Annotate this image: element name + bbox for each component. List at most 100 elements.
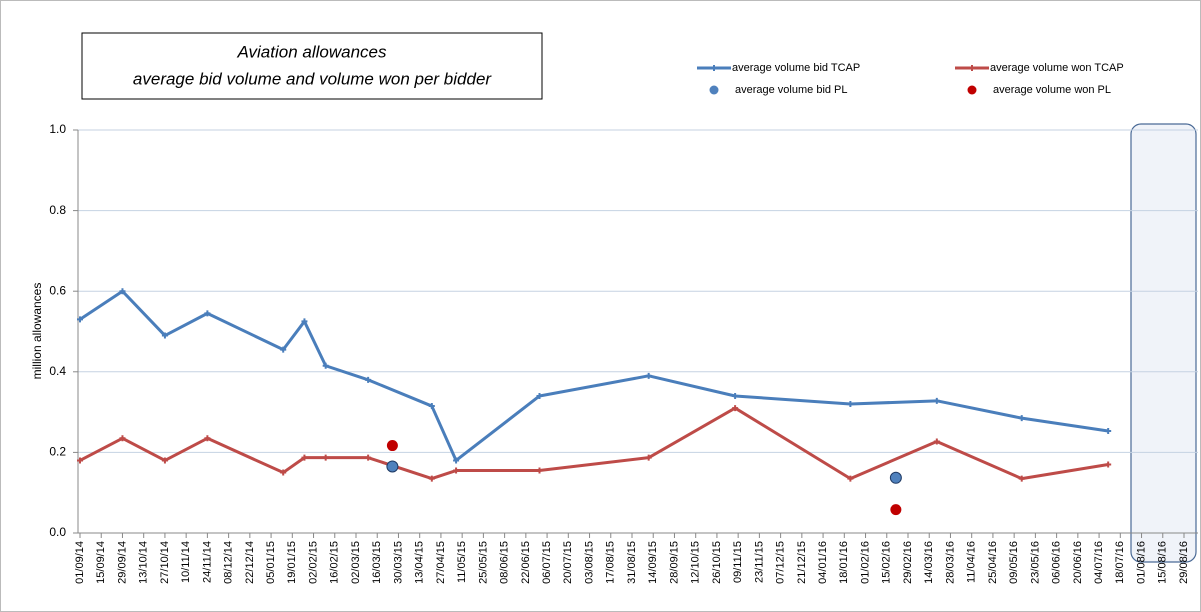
y-tick-label: 1.0 bbox=[49, 122, 66, 136]
x-tick-label: 04/07/16 bbox=[1093, 541, 1105, 584]
x-tick-label: 16/03/15 bbox=[371, 541, 383, 584]
point-marker bbox=[428, 403, 435, 410]
x-tick-label: 29/09/14 bbox=[116, 541, 128, 584]
y-tick-label: 0.8 bbox=[49, 203, 66, 217]
y-axis-label: million allowances bbox=[30, 283, 44, 380]
x-tick-label: 22/12/14 bbox=[244, 541, 256, 584]
x-tick-label: 15/09/14 bbox=[95, 541, 107, 584]
x-tick-label: 02/02/15 bbox=[307, 541, 319, 584]
point-marker bbox=[847, 475, 854, 482]
x-tick-label: 18/01/16 bbox=[838, 541, 850, 584]
point-marker bbox=[119, 435, 126, 442]
x-tick-label: 17/08/15 bbox=[605, 541, 617, 584]
x-tick-label: 21/12/15 bbox=[796, 541, 808, 584]
legend-label: average volume bid PL bbox=[735, 84, 848, 96]
y-tick-label: 0.4 bbox=[49, 364, 66, 378]
x-tick-label: 08/12/14 bbox=[223, 541, 235, 584]
x-tick-label: 08/06/15 bbox=[499, 541, 511, 584]
point bbox=[386, 440, 398, 452]
point-marker bbox=[322, 454, 329, 461]
x-tick-label: 10/11/14 bbox=[180, 541, 192, 583]
x-tick-label: 26/10/15 bbox=[711, 541, 723, 584]
point-marker bbox=[536, 467, 543, 474]
x-tick-label: 06/06/16 bbox=[1051, 541, 1063, 584]
point bbox=[889, 471, 902, 484]
chart-title: average bid volume and volume won per bi… bbox=[133, 69, 493, 88]
x-tick-label: 09/11/15 bbox=[732, 541, 744, 583]
x-tick-label: 29/02/16 bbox=[902, 541, 914, 584]
x-tick-label: 12/10/15 bbox=[690, 541, 702, 584]
x-tick-label: 20/06/16 bbox=[1072, 541, 1084, 584]
point-marker bbox=[77, 457, 83, 464]
point-marker bbox=[280, 469, 287, 476]
x-tick-label: 19/01/15 bbox=[286, 541, 298, 584]
legend-label: average volume bid TCAP bbox=[732, 62, 860, 74]
x-tick-label: 18/07/16 bbox=[1114, 541, 1126, 584]
point-marker bbox=[77, 316, 83, 323]
point-marker bbox=[301, 454, 308, 461]
x-tick-label: 11/04/16 bbox=[966, 541, 978, 583]
x-tick-label: 07/12/15 bbox=[775, 541, 787, 584]
chart-title: Aviation allowances bbox=[237, 42, 387, 61]
point-marker bbox=[1105, 428, 1112, 435]
x-tick-label: 13/04/15 bbox=[414, 541, 426, 584]
point-marker bbox=[1018, 415, 1025, 422]
x-tick-label: 23/05/16 bbox=[1029, 541, 1041, 584]
x-tick-label: 01/08/16 bbox=[1135, 541, 1147, 584]
point-marker bbox=[204, 310, 211, 317]
title-box bbox=[81, 32, 543, 100]
legend-marker bbox=[967, 85, 977, 95]
point-marker bbox=[161, 457, 168, 464]
legend-marker bbox=[709, 85, 719, 95]
legend-marker bbox=[969, 65, 975, 71]
x-tick-label: 31/08/15 bbox=[626, 541, 638, 584]
x-tick-label: 11/05/15 bbox=[456, 541, 468, 583]
legend-label: average volume won PL bbox=[993, 84, 1111, 96]
point-marker bbox=[732, 392, 739, 399]
x-tick-label: 15/08/16 bbox=[1157, 541, 1169, 584]
x-tick-label: 28/09/15 bbox=[668, 541, 680, 584]
x-tick-label: 28/03/16 bbox=[944, 541, 956, 584]
x-tick-label: 29/08/16 bbox=[1178, 541, 1190, 584]
x-tick-label: 02/03/15 bbox=[350, 541, 362, 584]
x-tick-label: 25/04/16 bbox=[987, 541, 999, 584]
x-tick-label: 27/04/15 bbox=[435, 541, 447, 584]
x-tick-label: 23/11/15 bbox=[753, 541, 765, 583]
x-tick-label: 09/05/16 bbox=[1008, 541, 1020, 584]
point-marker bbox=[847, 401, 854, 408]
x-tick-label: 24/11/14 bbox=[201, 541, 213, 583]
point-marker bbox=[280, 346, 287, 353]
point-marker bbox=[204, 435, 211, 442]
point-marker bbox=[428, 475, 435, 482]
point-marker bbox=[453, 457, 460, 464]
point-marker bbox=[645, 372, 652, 379]
point-marker bbox=[933, 397, 940, 404]
point bbox=[890, 504, 902, 516]
x-tick-label: 25/05/15 bbox=[477, 541, 489, 584]
legend-label: average volume won TCAP bbox=[990, 62, 1124, 74]
point-marker bbox=[365, 454, 372, 461]
point-marker bbox=[453, 467, 460, 474]
point-marker bbox=[301, 318, 308, 325]
x-tick-label: 03/08/15 bbox=[583, 541, 595, 584]
point-marker bbox=[322, 362, 329, 369]
point-marker bbox=[1105, 461, 1112, 468]
point-marker bbox=[536, 392, 543, 399]
x-tick-label: 20/07/15 bbox=[562, 541, 574, 584]
y-tick-label: 0.2 bbox=[49, 445, 66, 459]
x-tick-label: 30/03/15 bbox=[392, 541, 404, 584]
x-tick-label: 06/07/15 bbox=[541, 541, 553, 584]
x-tick-label: 16/02/15 bbox=[329, 541, 341, 584]
highlight-box bbox=[1130, 123, 1197, 563]
y-tick-label: 0.6 bbox=[49, 283, 66, 297]
point-marker bbox=[732, 405, 739, 412]
point-marker bbox=[119, 288, 126, 295]
point-marker bbox=[933, 438, 940, 445]
point-marker bbox=[1018, 475, 1025, 482]
x-tick-label: 13/10/14 bbox=[138, 541, 150, 584]
point-marker bbox=[161, 332, 168, 339]
point bbox=[386, 460, 399, 473]
x-tick-label: 14/03/16 bbox=[923, 541, 935, 584]
